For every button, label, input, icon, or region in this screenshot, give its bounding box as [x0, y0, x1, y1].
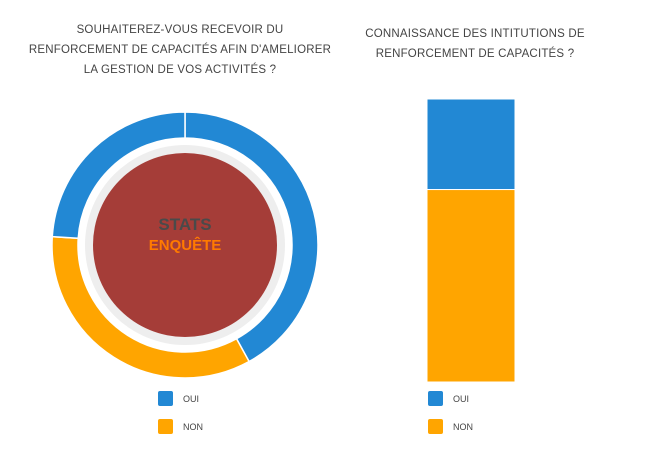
legend-label-oui: OUI [183, 393, 200, 404]
bar-segment-non [426, 189, 516, 382]
legend-swatch-non [158, 419, 173, 434]
legend-right-oui: OUI [428, 391, 469, 406]
legend-swatch-oui [158, 391, 173, 406]
donut-center-disc [93, 153, 277, 337]
bar-segment-oui [426, 98, 516, 191]
right-title-line-1: CONNAISSANCE DES INTITUTIONS DE [365, 28, 585, 40]
stacked-bar-chart [426, 98, 516, 382]
right-title-line-2: RENFORCEMENT DE CAPACITÉS ? [375, 48, 575, 60]
legend-left-oui: OUI [158, 391, 199, 406]
left-chart-title: SOUHAITEREZ-VOUS RECEVOIR DU RENFORCEMEN… [10, 20, 350, 80]
legend-label-non: NON [453, 421, 473, 432]
donut-chart: STATS ENQUÊTE [51, 111, 319, 379]
right-chart-title: CONNAISSANCE DES INTITUTIONS DE RENFORCE… [355, 24, 595, 64]
center-label-enquete: ENQUÊTE [149, 236, 222, 254]
legend-swatch-oui [428, 391, 443, 406]
left-title-line-3: LA GESTION DE VOS ACTIVITÉS ? [83, 64, 277, 76]
donut-segments [51, 111, 319, 379]
left-title-line-1: SOUHAITEREZ-VOUS RECEVOIR DU [76, 24, 284, 36]
center-label-stats: STATS [158, 215, 211, 234]
bar-segments [426, 98, 516, 382]
legend-left-non: NON [158, 419, 203, 434]
legend-right-non: NON [428, 419, 473, 434]
legend-label-oui: OUI [453, 393, 470, 404]
donut-segment-oui-2 [51, 111, 186, 240]
legend-swatch-non [428, 419, 443, 434]
legend-label-non: NON [183, 421, 203, 432]
left-title-line-2: RENFORCEMENT DE CAPACITÉS AFIN D'AMELIOR… [28, 44, 332, 56]
